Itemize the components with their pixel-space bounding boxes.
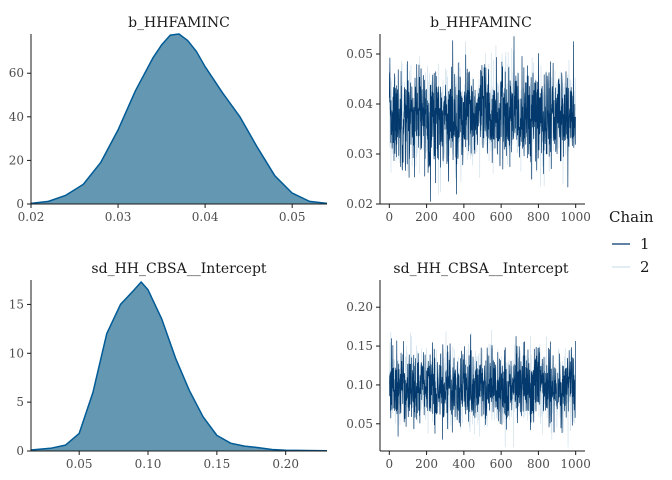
y-tick-label: 0.03 xyxy=(346,147,373,161)
legend-title: Chain xyxy=(609,208,654,226)
y-tick-label: 0.10 xyxy=(346,378,373,392)
density-line xyxy=(30,281,328,452)
panel-title: b_HHFAMINC xyxy=(128,15,230,31)
panel-title: sd_HH_CBSA__Intercept xyxy=(91,261,267,277)
trace-line-chain-1 xyxy=(388,334,576,440)
panel-title: sd_HH_CBSA__Intercept xyxy=(393,261,569,277)
x-tick-label: 400 xyxy=(452,457,475,471)
y-tick-label: 0.15 xyxy=(346,339,373,353)
y-tick-label: 0.04 xyxy=(346,97,373,111)
y-tick-label: 15 xyxy=(9,297,24,311)
y-tick-label: 0 xyxy=(16,444,24,458)
x-tick-label: 1000 xyxy=(560,457,591,471)
density-panel-b-hhfaminc: b_HHFAMINC 0.02 0.03 0.04 0.05 0 20 40 60 xyxy=(9,15,328,224)
trace-panel-b-hhfaminc: b_HHFAMINC 0 200 400 600 800 1000 0.02 0.03 0.04… xyxy=(346,15,591,224)
y-tick-label: 5 xyxy=(16,395,24,409)
legend: Chain 1 2 xyxy=(609,208,654,276)
x-tick-label: 0 xyxy=(385,210,393,224)
density-line xyxy=(30,33,328,205)
y-tick-label: 0.05 xyxy=(346,417,373,431)
x-tick-label: 400 xyxy=(452,210,475,224)
x-tick-label: 800 xyxy=(527,457,550,471)
x-tick-label: 0.02 xyxy=(18,210,45,224)
panel-title: b_HHFAMINC xyxy=(430,15,532,31)
density-area xyxy=(31,34,327,204)
x-tick-label: 200 xyxy=(415,457,438,471)
x-tick-label: 1000 xyxy=(560,210,591,224)
x-tick-label: 0.03 xyxy=(105,210,132,224)
y-tick-label: 0.20 xyxy=(346,300,373,314)
x-tick-label: 0.20 xyxy=(272,457,299,471)
x-tick-label: 0.04 xyxy=(192,210,219,224)
y-tick-label: 0.05 xyxy=(346,47,373,61)
trace-panel-sd-hh-cbsa-intercept: sd_HH_CBSA__Intercept 0 200 400 600 800 1000 0… xyxy=(346,261,591,471)
y-tick-label: 40 xyxy=(9,110,24,124)
x-tick-label: 600 xyxy=(490,210,513,224)
y-tick-label: 10 xyxy=(9,346,24,360)
legend-label-chain-1: 1 xyxy=(640,235,650,253)
legend-label-chain-2: 2 xyxy=(640,258,650,276)
x-tick-label: 0 xyxy=(385,457,393,471)
density-panel-sd-hh-cbsa-intercept: sd_HH_CBSA__Intercept 0.05 0.10 0.15 0.20 0 5… xyxy=(9,261,328,471)
x-tick-label: 0.10 xyxy=(135,457,162,471)
y-tick-label: 0 xyxy=(16,197,24,211)
y-tick-label: 20 xyxy=(9,153,24,167)
x-tick-label: 0.15 xyxy=(204,457,231,471)
trace-line-chain-1 xyxy=(388,36,576,202)
x-tick-label: 200 xyxy=(415,210,438,224)
x-tick-label: 0.05 xyxy=(279,210,306,224)
x-tick-label: 600 xyxy=(490,457,513,471)
x-tick-label: 0.05 xyxy=(66,457,93,471)
y-tick-label: 0.02 xyxy=(346,197,373,211)
y-tick-label: 60 xyxy=(9,66,24,80)
x-tick-label: 800 xyxy=(527,210,550,224)
